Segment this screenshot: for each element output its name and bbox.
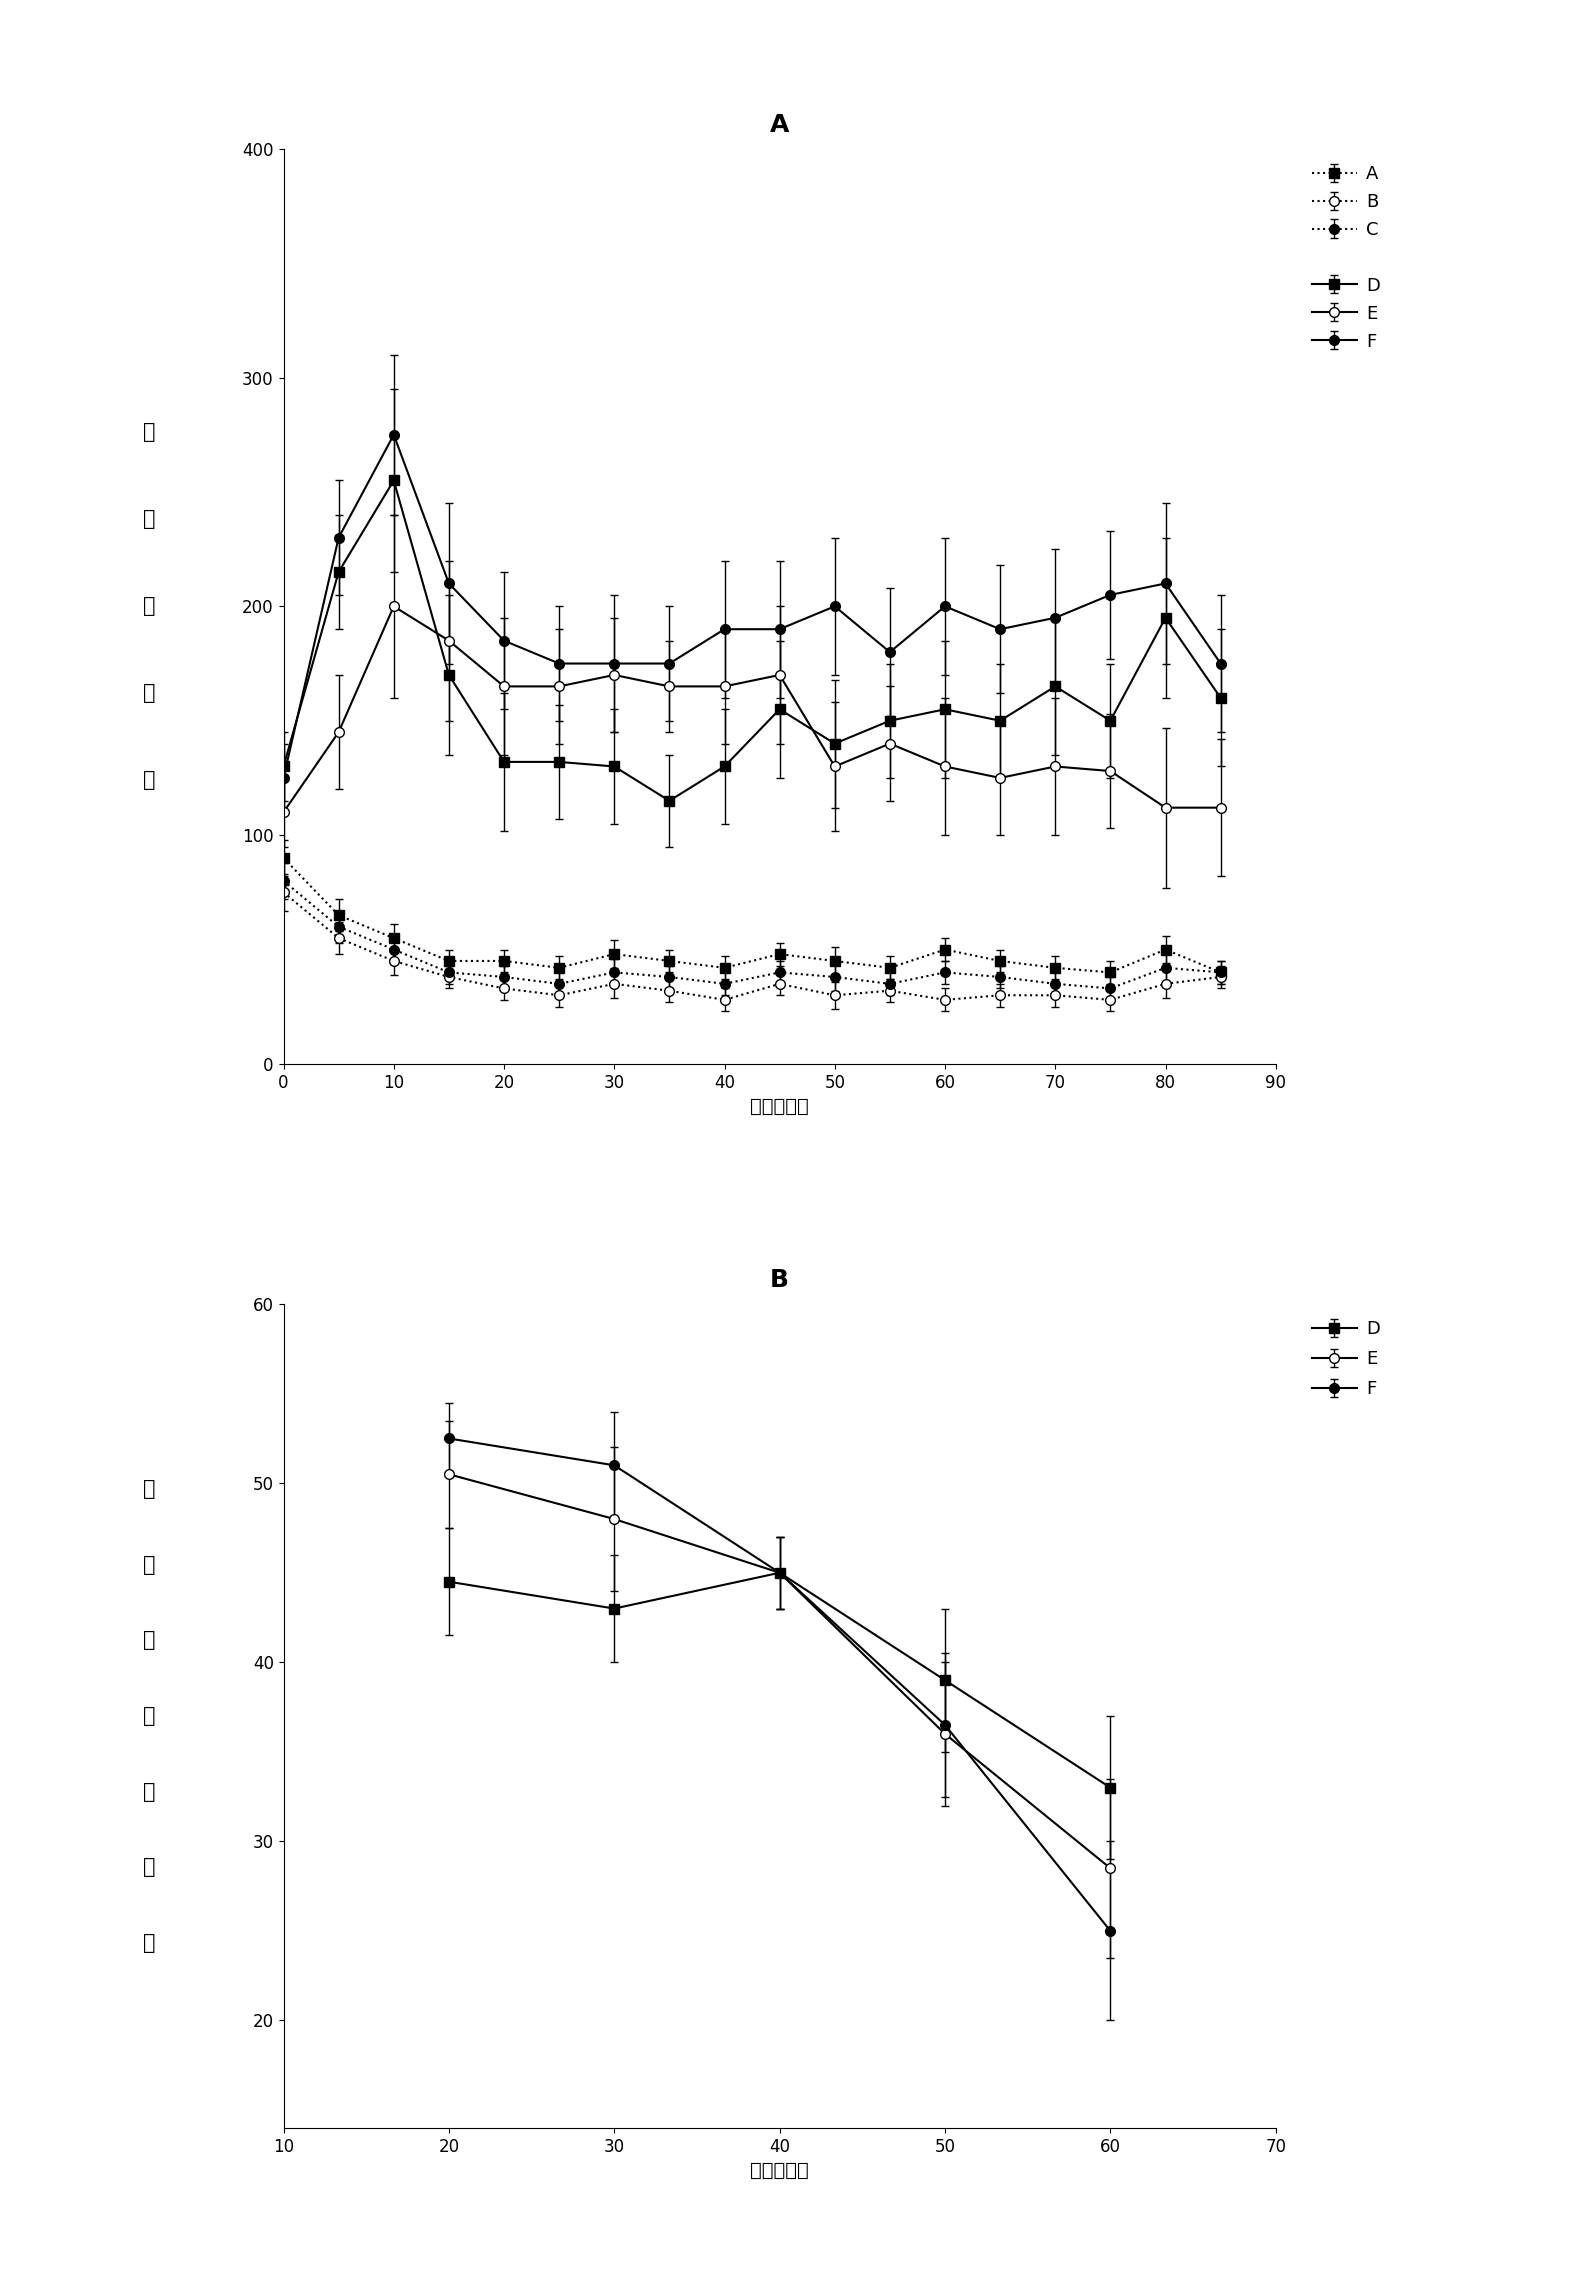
Text: 动: 动	[143, 1858, 156, 1876]
X-axis label: 时间（分）: 时间（分）	[750, 1098, 810, 1117]
Text: 格: 格	[143, 510, 156, 529]
Title: B: B	[770, 1268, 789, 1293]
Text: 动: 动	[143, 684, 156, 702]
Text: 跑: 跑	[143, 597, 156, 615]
X-axis label: 时间（分）: 时间（分）	[750, 2162, 810, 2180]
Legend: D, E, F: D, E, F	[1304, 1313, 1388, 1405]
Text: 性: 性	[143, 1782, 156, 1801]
Title: A: A	[770, 112, 789, 137]
Text: 板: 板	[143, 1707, 156, 1725]
Legend: A, B, C, , D, E, F: A, B, C, , D, E, F	[1304, 158, 1388, 357]
Text: 常: 常	[143, 1556, 156, 1574]
Text: 作: 作	[143, 1933, 156, 1952]
Text: 刻: 刻	[143, 1631, 156, 1650]
Text: 异: 异	[143, 1480, 156, 1499]
Text: 跨: 跨	[143, 423, 156, 442]
Text: 性: 性	[143, 771, 156, 789]
